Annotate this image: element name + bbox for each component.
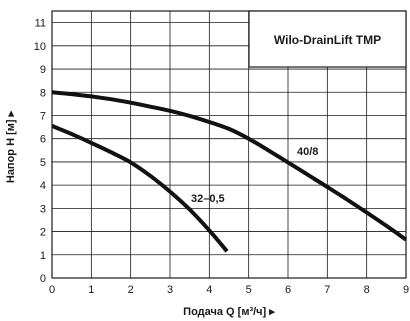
curve-label-32-0-5: 32–0,5 — [191, 193, 225, 205]
x-tick-label: 5 — [246, 284, 252, 296]
x-tick-label: 0 — [49, 284, 55, 296]
pump-curve-0 — [51, 90, 408, 242]
y-tick-label: 9 — [40, 64, 46, 76]
y-tick-label: 8 — [40, 87, 46, 99]
chart-title: Wilo-DrainLift TMP — [274, 33, 381, 47]
y-tick-label: 5 — [40, 157, 46, 169]
x-tick-label: 1 — [88, 284, 94, 296]
x-axis-title: Подача Q [м³/ч] ▸ — [183, 306, 275, 318]
y-tick-label: 11 — [35, 18, 46, 30]
y-tick-label: 6 — [40, 134, 46, 146]
x-tick-label: 4 — [206, 284, 212, 296]
curves — [51, 90, 408, 253]
plot-frame — [51, 10, 407, 279]
y-tick-label: 0 — [40, 273, 46, 285]
x-tick-label: 7 — [324, 284, 330, 296]
y-tick-label: 1 — [40, 250, 46, 262]
x-tick-label: 6 — [285, 284, 291, 296]
pump-curve-1 — [51, 124, 229, 253]
x-tick-label: 8 — [364, 284, 370, 296]
x-tick-label: 9 — [403, 284, 409, 296]
y-tick-label: 4 — [40, 180, 46, 192]
x-tick-label: 3 — [167, 284, 173, 296]
x-tick-label: 2 — [128, 284, 134, 296]
tick-labels: 0 1 2 3 4 5 6 7 8 9 0 1 2 3 4 5 6 7 8 9 10 11 — [34, 18, 409, 296]
y-tick-label: 10 — [34, 41, 46, 53]
curve-label-40-8: 40/8 — [297, 146, 318, 158]
y-tick-label: 7 — [40, 110, 46, 122]
y-tick-label: 2 — [40, 227, 46, 239]
y-tick-label: 3 — [40, 203, 46, 215]
y-axis-title: Напор H [м] ▸ — [5, 110, 17, 183]
title-box — [248, 10, 407, 68]
